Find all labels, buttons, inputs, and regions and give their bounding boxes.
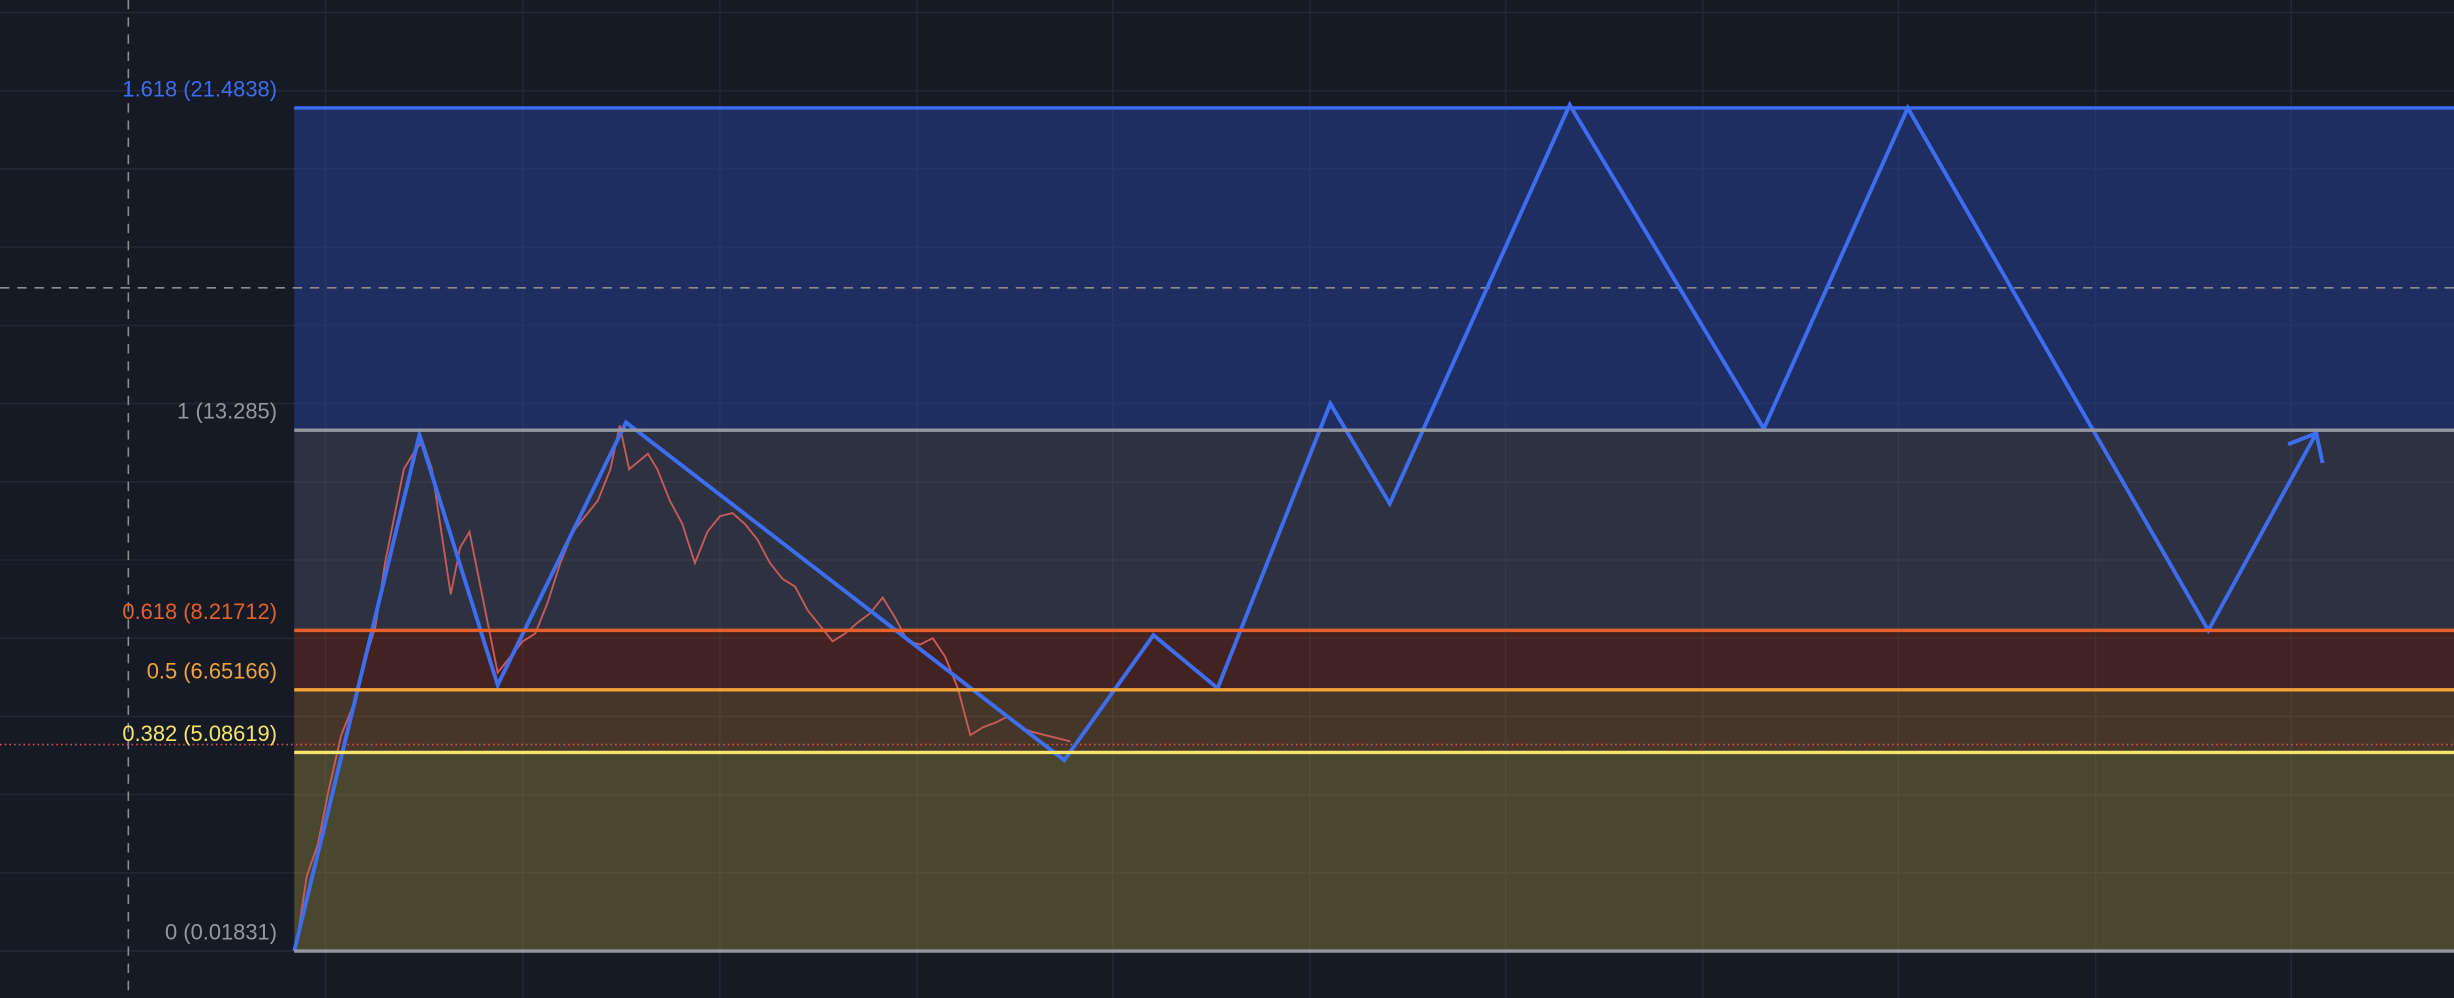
- fib-level-label: 1 (13.285): [177, 399, 277, 424]
- fib-zone: [294, 430, 2454, 631]
- fib-zones: [294, 107, 2454, 952]
- fib-level-label: 0.382 (5.08619): [122, 721, 277, 746]
- fib-level-label: 0 (0.01831): [165, 920, 277, 945]
- fib-level-label: 0.5 (6.65166): [147, 658, 277, 683]
- fib-zone: [294, 689, 2454, 753]
- arrow-head: [2287, 430, 2325, 464]
- fib-zone: [294, 752, 2454, 952]
- fib-level-label: 1.618 (21.4838): [122, 77, 277, 102]
- fib-zone: [294, 630, 2454, 690]
- zigzag-projection: [292, 100, 2318, 952]
- fib-level-label: 0.618 (8.21712): [122, 599, 277, 624]
- fib-zone: [294, 107, 2454, 431]
